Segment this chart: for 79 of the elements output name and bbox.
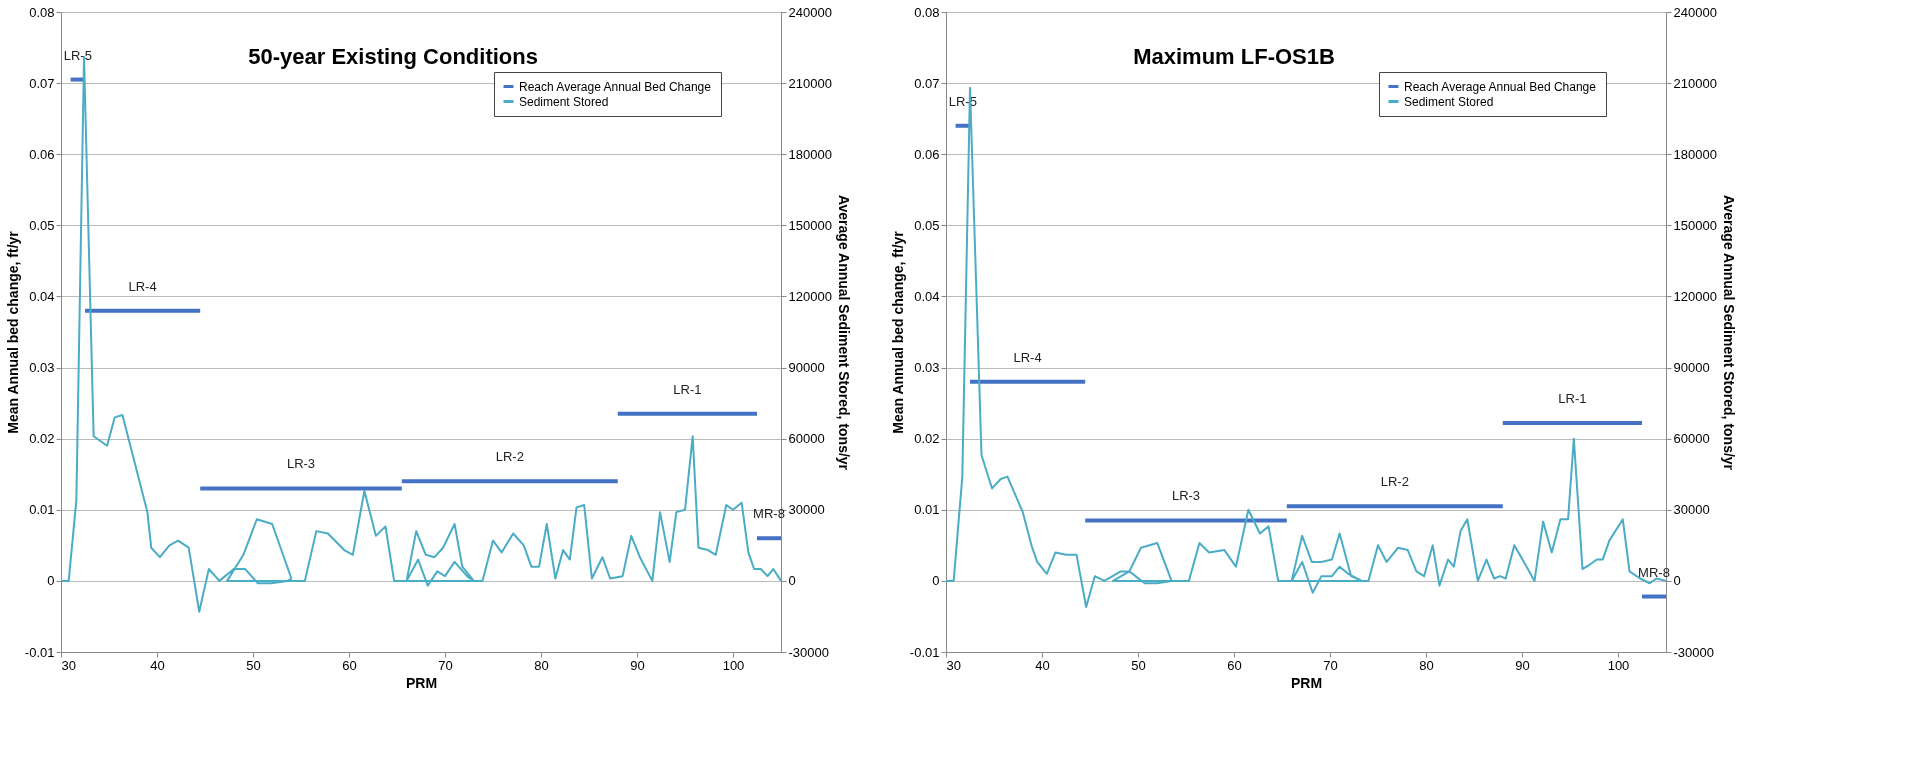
x-tick-label: 80	[534, 657, 549, 673]
text: 50-year Existing Conditions	[248, 43, 538, 69]
y2-tick-label: 30000	[788, 502, 825, 518]
y2-tick-label: -30000	[1673, 644, 1714, 660]
text: Maximum LF-OS1B	[1133, 43, 1335, 69]
x-tick-label: 100	[722, 657, 745, 673]
y-tick-label: 0.08	[914, 4, 940, 20]
x-tick-label: 70	[1323, 657, 1338, 673]
y2-tick-label: 240000	[788, 4, 832, 20]
annotation: LR-1	[1558, 391, 1587, 407]
y-tick-label: 0.08	[29, 4, 55, 20]
annotation: MR-8	[753, 506, 785, 522]
x-axis-title: PRM	[405, 674, 438, 691]
y-tick-label: 0.01	[29, 502, 55, 518]
y2-tick-label: 210000	[1673, 75, 1717, 91]
y2-tick-label: 180000	[1673, 146, 1717, 162]
x-tick-label: 90	[630, 657, 645, 673]
legend-label: Sediment Stored	[519, 94, 609, 109]
x-axis-title: PRM	[1290, 674, 1323, 691]
y2-tick-label: 150000	[1673, 217, 1717, 233]
annotation: LR-4	[1013, 349, 1042, 365]
y2-tick-label: 180000	[788, 146, 832, 162]
annotation: LR-3	[286, 456, 316, 472]
y2-tick-label: 210000	[788, 75, 832, 91]
y-tick-label: -0.01	[909, 644, 940, 660]
legend-label: Reach Average Annual Bed Change	[519, 79, 712, 94]
y-tick-label: 0.07	[914, 75, 940, 91]
x-tick-label: 50	[246, 657, 261, 673]
annotation: LR-4	[128, 278, 157, 294]
x-tick-label: 30	[61, 657, 76, 673]
annotation: LR-1	[673, 381, 702, 397]
annotation: MR-8	[1638, 564, 1670, 580]
y2-tick-label: 90000	[788, 360, 825, 376]
y-tick-label: 0.01	[914, 502, 940, 518]
y-tick-label: 0.06	[914, 146, 940, 162]
y-tick-label: 0.05	[914, 217, 940, 233]
y2-tick-label: 0	[1673, 573, 1681, 589]
y-tick-label: 0	[932, 573, 940, 589]
y-tick-label: 0	[47, 573, 55, 589]
x-tick-label: 60	[342, 657, 357, 673]
legend-label: Sediment Stored	[1404, 94, 1494, 109]
y-tick-label: 0.05	[29, 217, 55, 233]
y2-tick-label: 60000	[1673, 431, 1710, 447]
y-axis-title: Mean Annual bed change, ft/yr	[889, 230, 906, 434]
x-tick-label: 80	[1419, 657, 1434, 673]
y-tick-label: 0.04	[29, 288, 55, 304]
y2-tick-label: 120000	[788, 288, 832, 304]
y2-tick-label: 90000	[1673, 360, 1710, 376]
x-tick-label: 40	[150, 657, 165, 673]
y2-tick-label: 60000	[788, 431, 825, 447]
legend-label: Reach Average Annual Bed Change	[1404, 79, 1597, 94]
annotation: LR-2	[495, 449, 524, 465]
x-tick-label: 40	[1035, 657, 1050, 673]
annotation: LR-3	[1171, 488, 1201, 504]
y2-axis-title: Average Annual Sediment Stored, tons/yr	[835, 194, 852, 471]
y2-tick-label: 120000	[1673, 288, 1717, 304]
y-tick-label: 0.04	[914, 288, 940, 304]
x-tick-label: 100	[1607, 657, 1630, 673]
x-tick-label: 90	[1515, 657, 1530, 673]
x-tick-label: 30	[946, 657, 961, 673]
y-tick-label: 0.03	[29, 360, 55, 376]
y-tick-label: 0.03	[914, 360, 940, 376]
y2-tick-label: -30000	[788, 644, 829, 660]
y2-tick-label: 150000	[788, 217, 832, 233]
x-tick-label: 70	[438, 657, 453, 673]
y2-tick-label: 30000	[1673, 502, 1710, 518]
annotation: LR-5	[63, 47, 92, 63]
y-tick-label: 0.07	[29, 75, 55, 91]
y2-tick-label: 0	[788, 573, 796, 589]
y2-tick-label: 240000	[1673, 4, 1717, 20]
x-tick-label: 60	[1227, 657, 1242, 673]
y-tick-label: -0.01	[24, 644, 55, 660]
y2-axis-title: Average Annual Sediment Stored, tons/yr	[1720, 194, 1737, 471]
annotation: LR-2	[1380, 474, 1409, 490]
y-axis-title: Mean Annual bed change, ft/yr	[4, 230, 21, 434]
y-tick-label: 0.06	[29, 146, 55, 162]
y-tick-label: 0.02	[914, 431, 940, 447]
y-tick-label: 0.02	[29, 431, 55, 447]
x-tick-label: 50	[1131, 657, 1146, 673]
